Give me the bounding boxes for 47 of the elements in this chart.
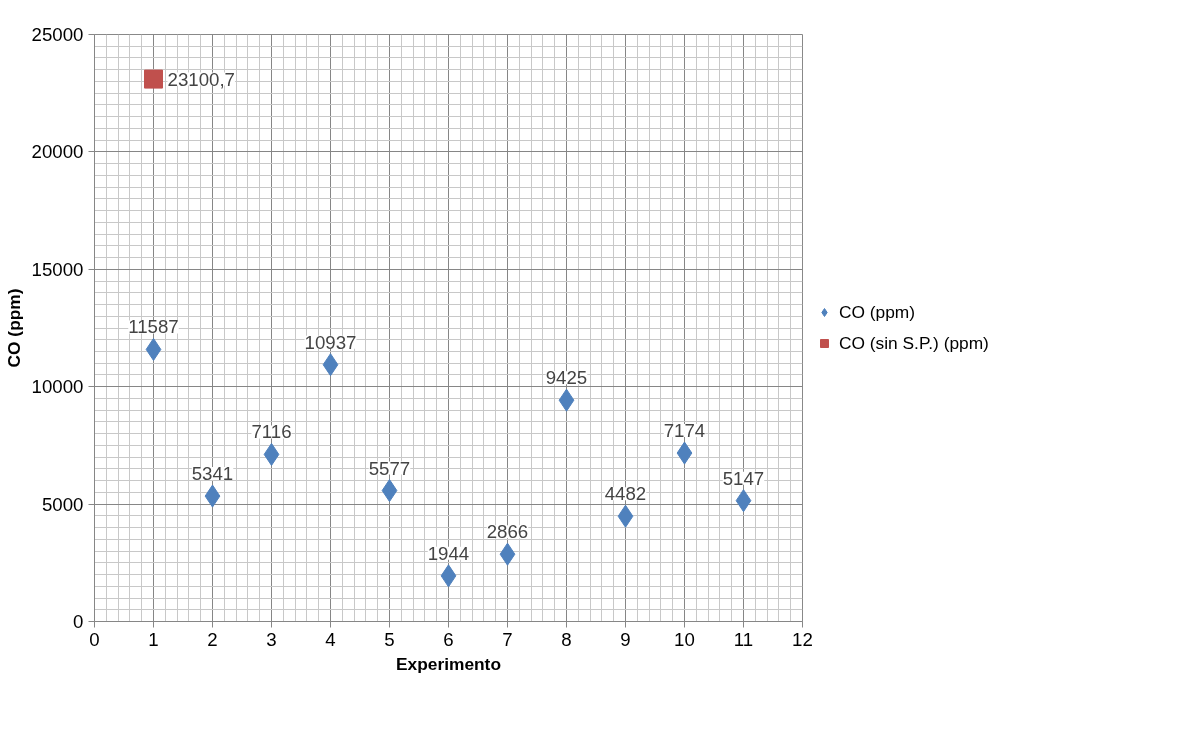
point [499,542,516,566]
data-label: 5341 [191,463,234,485]
point [676,441,693,465]
data-label: 5577 [368,457,411,479]
data-label: 7174 [663,420,706,442]
y-tick-label: 15000 [31,258,84,280]
x-tick-label: 7 [502,628,513,650]
x-tick-label: 10 [674,628,695,650]
data-label: 11587 [128,316,179,338]
data-label: 7116 [251,421,292,443]
point [558,388,575,412]
x-tick-label: 5 [384,628,395,650]
point [440,564,457,588]
data-label: 9425 [545,367,588,389]
point [145,337,162,361]
data-label: 2866 [486,521,529,543]
y-tick-label: 0 [73,611,84,632]
x-tick-label: 9 [620,628,631,650]
point [263,442,280,466]
x-tick-label: 8 [561,628,572,650]
data-label: 23100,7 [167,68,235,90]
y-tick-label: 20000 [31,141,84,163]
data-label: 10937 [304,331,357,353]
data-label: 1944 [427,542,470,564]
x-tick-label: 12 [792,628,813,650]
legend-label: CO (sin S.P.) (ppm) [839,332,989,354]
point [617,504,634,528]
point [204,484,221,508]
point [144,69,163,89]
x-tick-label: 11 [733,628,754,650]
x-tick-label: 3 [266,628,277,650]
legend-label: CO (ppm) [839,301,916,323]
y-tick-label: 5000 [42,493,84,515]
x-tick-label: 0 [89,628,100,650]
x-tick-label: 6 [443,628,454,650]
data-label: 4482 [604,483,647,505]
data-label: 5147 [722,467,765,489]
x-tick-label: 4 [325,628,336,650]
point [322,353,339,377]
x-axis-title: Experimento [396,653,501,674]
x-tick-label: 1 [148,628,159,650]
y-axis-title: CO (ppm) [3,288,24,368]
point [381,479,398,503]
point [735,489,752,513]
y-tick-label: 25000 [31,24,84,45]
y-tick-label: 10000 [31,376,84,398]
x-tick-label: 2 [207,628,218,650]
